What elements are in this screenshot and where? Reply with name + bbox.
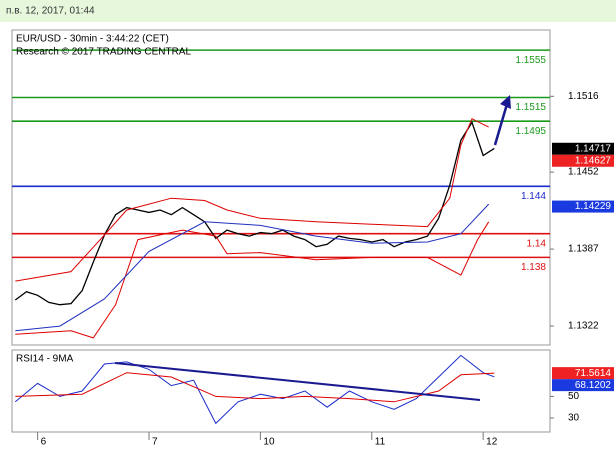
y-tick-label: 1.1452 xyxy=(568,167,599,178)
price-tag xyxy=(552,200,614,213)
y-tick-label: 1.1516 xyxy=(568,91,599,102)
level-label: 1.14 xyxy=(527,238,547,249)
rsi-panel xyxy=(11,349,551,433)
chart-subtitle: Research © 2017 TRADING CENTRAL xyxy=(16,47,191,58)
level-label: 1.1515 xyxy=(515,102,546,113)
price-tag-label: 1.14717 xyxy=(575,143,612,154)
timestamp: п.в. 12, 2017, 01:44 xyxy=(6,6,95,17)
forecast-arrow xyxy=(493,103,509,146)
level-label: 1.138 xyxy=(521,262,546,273)
top-bar xyxy=(0,0,616,22)
series-line xyxy=(15,203,490,332)
price-tag-label: 68.1202 xyxy=(575,380,612,391)
price-tag xyxy=(552,367,614,380)
y-tick-label: 1.1322 xyxy=(568,321,599,332)
price-tag-label: 1.14229 xyxy=(575,201,612,212)
rsi-title: RSI14 - 9MA xyxy=(16,354,74,365)
y-tick-label: 50 xyxy=(568,391,580,402)
rsi-trend-line xyxy=(114,362,481,401)
x-tick-label: 11 xyxy=(375,437,386,448)
y-tick-label: 30 xyxy=(568,413,580,424)
price-tag xyxy=(552,379,614,392)
level-label: 1.1495 xyxy=(515,126,546,137)
price-panel xyxy=(11,29,551,346)
price-tag-label: 1.14627 xyxy=(575,155,612,166)
x-tick-label: 7 xyxy=(152,437,158,448)
series-line xyxy=(15,221,490,339)
series-line xyxy=(14,120,495,306)
x-tick-label: 12 xyxy=(486,437,498,448)
level-label: 1.144 xyxy=(521,191,546,202)
series-line xyxy=(15,118,489,282)
y-tick-label: 1.1387 xyxy=(568,244,599,255)
price-tag xyxy=(552,142,614,155)
price-tag xyxy=(552,154,614,167)
level-label: 1.1555 xyxy=(515,55,546,66)
x-tick-label: 10 xyxy=(263,437,275,448)
price-tag-label: 71.5614 xyxy=(575,368,612,379)
chart-title: EUR/USD - 30min - 3:44:22 (CET) xyxy=(16,34,169,45)
plot-layer: 1.13221.13871.14521.15161.15551.15151.14… xyxy=(12,49,614,448)
series-line xyxy=(14,354,495,425)
x-tick-label: 6 xyxy=(41,437,47,448)
forecast-arrowhead xyxy=(500,95,511,109)
series-line xyxy=(15,372,495,403)
